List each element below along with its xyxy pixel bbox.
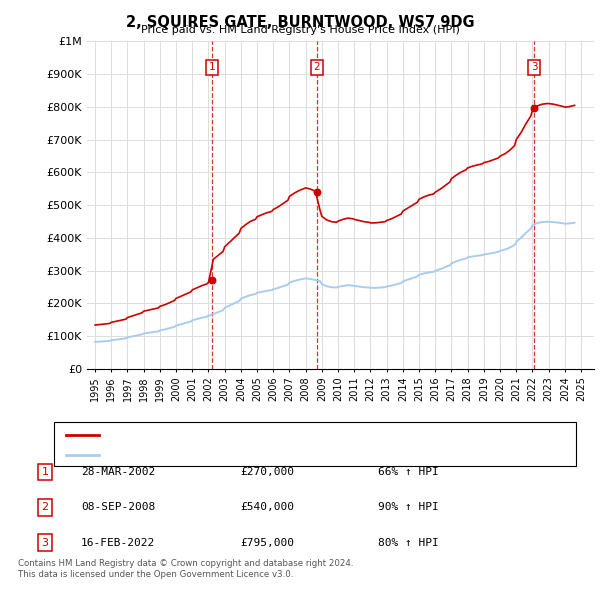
Text: 08-SEP-2008: 08-SEP-2008 [81,503,155,512]
Text: £270,000: £270,000 [240,467,294,477]
Text: 1: 1 [41,467,49,477]
Text: 2, SQUIRES GATE, BURNTWOOD, WS7 9DG: 2, SQUIRES GATE, BURNTWOOD, WS7 9DG [125,15,475,30]
Text: 2: 2 [41,503,49,512]
Text: 2: 2 [314,63,320,73]
Point [530,104,539,113]
Text: £795,000: £795,000 [240,538,294,548]
Point [312,187,322,196]
Text: HPI: Average price, detached house, Lichfield: HPI: Average price, detached house, Lich… [105,450,342,460]
Text: 3: 3 [41,538,49,548]
Text: £540,000: £540,000 [240,503,294,512]
Text: 66% ↑ HPI: 66% ↑ HPI [378,467,439,477]
Text: 2, SQUIRES GATE, BURNTWOOD, WS7 9DG (detached house): 2, SQUIRES GATE, BURNTWOOD, WS7 9DG (det… [105,430,422,440]
Text: 3: 3 [531,63,538,73]
Point [208,276,217,285]
Text: Contains HM Land Registry data © Crown copyright and database right 2024.: Contains HM Land Registry data © Crown c… [18,559,353,568]
Text: Price paid vs. HM Land Registry's House Price Index (HPI): Price paid vs. HM Land Registry's House … [140,25,460,35]
Text: 16-FEB-2022: 16-FEB-2022 [81,538,155,548]
Text: 90% ↑ HPI: 90% ↑ HPI [378,503,439,512]
Text: 1: 1 [209,63,215,73]
Text: This data is licensed under the Open Government Licence v3.0.: This data is licensed under the Open Gov… [18,571,293,579]
Text: 80% ↑ HPI: 80% ↑ HPI [378,538,439,548]
Text: 28-MAR-2002: 28-MAR-2002 [81,467,155,477]
